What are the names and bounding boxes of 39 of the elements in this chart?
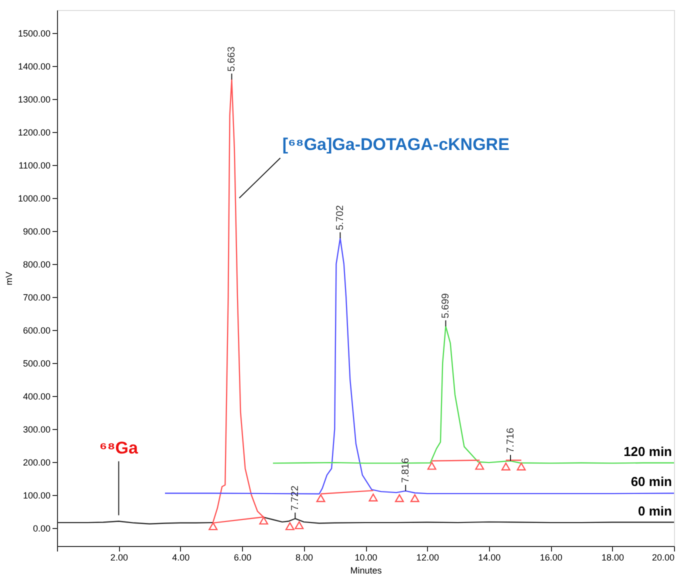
annotation: 5.699 — [440, 292, 452, 318]
x-tick-label: 12.00 — [416, 552, 439, 562]
y-tick-label: 100.00 — [22, 490, 50, 500]
x-tick-label: 10.00 — [354, 552, 378, 562]
x-tick-label: 4.00 — [172, 552, 190, 562]
y-tick-label: 1300.00 — [18, 94, 50, 105]
x-tick-label: 18.00 — [602, 552, 624, 562]
y-tick-label: 1400.00 — [18, 62, 50, 72]
y-tick-label: 600.00 — [22, 325, 50, 336]
x-tick-label: 2.00 — [110, 552, 128, 562]
y-tick-label: 900.00 — [22, 226, 50, 236]
series-label: 0 min — [638, 503, 672, 518]
series-label: 60 min — [630, 474, 672, 490]
x-tick-label: 14.00 — [478, 552, 501, 562]
annotation: 7.716 — [505, 427, 516, 453]
annotation: 7.816 — [400, 457, 412, 483]
y-tick-label: 700.00 — [22, 292, 50, 302]
y-tick-label: 400.00 — [22, 391, 50, 402]
annotation: 7.722 — [290, 485, 302, 511]
annotation: 5.702 — [335, 204, 346, 230]
y-tick-label: 1100.00 — [18, 160, 50, 171]
y-tick-label: 300.00 — [22, 424, 50, 434]
x-tick-label: 16.00 — [540, 552, 562, 562]
annotation: ⁶⁸Ga — [99, 438, 139, 458]
x-tick-label: 8.00 — [296, 552, 314, 562]
y-tick-label: 200.00 — [22, 457, 50, 468]
y-tick-label: 1200.00 — [18, 128, 50, 138]
y-tick-label: 800.00 — [22, 259, 50, 270]
y-tick-label: 1000.00 — [18, 194, 50, 204]
x-tick-label: 20.00 — [652, 552, 674, 562]
y-axis-title: mV — [4, 272, 14, 286]
y-tick-label: 0.00 — [32, 523, 50, 534]
y-tick-label: 1500.00 — [18, 28, 50, 39]
x-axis-title: Minutes — [350, 566, 382, 576]
annotation: [⁶⁸Ga]Ga-DOTAGA-cKNGRE — [282, 135, 510, 154]
y-tick-label: 500.00 — [22, 358, 50, 368]
annotation: 5.663 — [226, 46, 238, 72]
x-tick-label: 6.00 — [234, 552, 252, 562]
series-label: 120 min — [624, 444, 672, 459]
